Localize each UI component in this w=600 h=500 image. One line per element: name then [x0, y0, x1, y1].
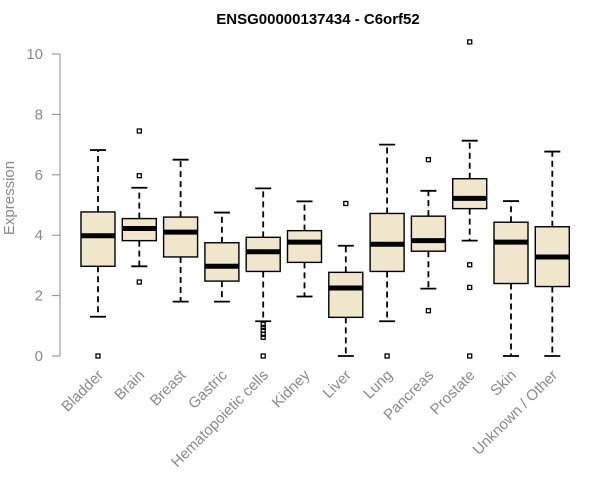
outlier-point — [343, 200, 349, 207]
outlier-point — [384, 353, 390, 359]
outlier-point — [425, 308, 432, 314]
outlier-point — [260, 334, 266, 340]
box-group — [204, 211, 240, 303]
box-group — [162, 158, 199, 303]
iqr-box — [328, 271, 364, 319]
iqr-box — [410, 215, 447, 252]
box-group — [452, 39, 488, 359]
outlier-point — [136, 173, 142, 179]
box-group — [493, 200, 529, 357]
x-category-label: Bladder — [58, 367, 107, 416]
y-tick-label: 0 — [35, 348, 43, 365]
x-category-label: Skin — [487, 367, 520, 400]
x-category-label: Prostate — [427, 367, 479, 419]
iqr-box — [204, 242, 240, 282]
x-category-label: Liver — [320, 367, 355, 402]
iqr-box — [493, 221, 529, 285]
outlier-point — [260, 331, 266, 337]
outlier-point — [467, 262, 473, 268]
box-group — [121, 128, 158, 285]
y-tick-label: 8 — [35, 106, 43, 123]
x-category-label: Brain — [111, 367, 148, 404]
x-category-label: Kidney — [269, 366, 314, 411]
outlier-point — [260, 321, 266, 327]
outlier-point — [136, 128, 142, 134]
y-ticks: 0 2 4 6 8 10 — [26, 46, 60, 365]
outlier-point — [467, 39, 473, 45]
y-axis-label: Expression — [1, 161, 18, 235]
box-group — [369, 143, 405, 359]
iqr-box — [245, 236, 281, 273]
box-group — [328, 200, 364, 357]
iqr-box — [80, 211, 116, 268]
outlier-point — [425, 157, 432, 163]
y-tick-label: 4 — [35, 227, 43, 244]
chart-title: ENSG00000137434 - C6orf52 — [216, 11, 419, 28]
outlier-point — [467, 284, 473, 291]
x-category-label: Lung — [360, 367, 396, 403]
iqr-box — [452, 178, 488, 210]
box-group — [410, 157, 447, 314]
outlier-point — [260, 324, 266, 330]
box-group — [80, 149, 116, 359]
y-tick-label: 2 — [35, 288, 43, 305]
iqr-box — [162, 216, 199, 258]
boxes — [80, 39, 570, 359]
outlier-point — [260, 353, 266, 359]
box-group — [534, 150, 570, 357]
outlier-point — [136, 279, 142, 285]
y-tick-label: 10 — [26, 46, 43, 63]
box-group — [245, 187, 281, 359]
outlier-point — [467, 353, 473, 359]
outlier-point — [95, 353, 101, 359]
x-category-label: Breast — [147, 366, 190, 409]
box-group — [286, 200, 323, 298]
iqr-box — [286, 229, 323, 264]
y-tick-label: 6 — [35, 167, 43, 184]
